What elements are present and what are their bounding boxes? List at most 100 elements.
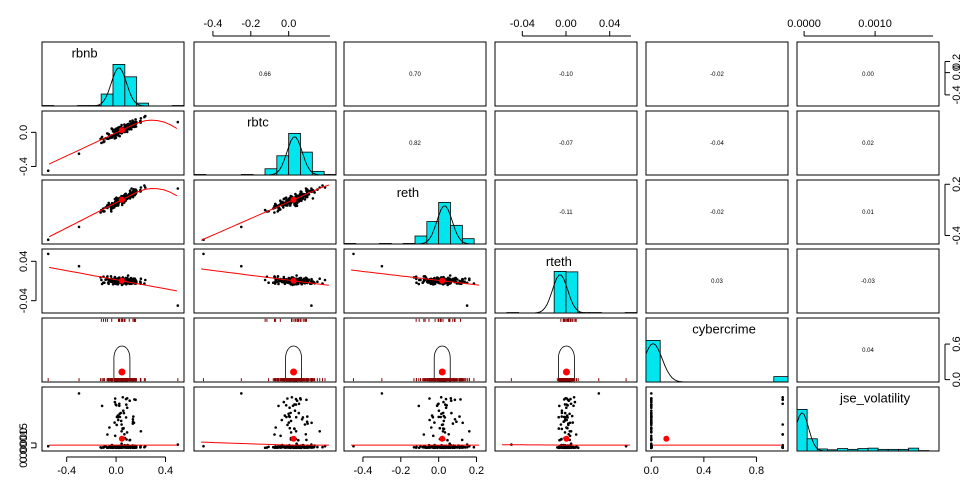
scatter-point [297, 277, 301, 281]
scatter-point [144, 186, 147, 189]
panel-jse_volatility-reth [343, 386, 487, 452]
scatter-point [422, 433, 426, 436]
mean-point [290, 196, 297, 203]
scatter-point [560, 427, 564, 431]
bottom-tick-label: -0.2 [391, 465, 410, 477]
scatter-point [124, 416, 128, 419]
panel-reth-cybercrime [645, 179, 789, 245]
scatter-point [133, 398, 136, 401]
scatter-point [458, 415, 461, 418]
mean-point [290, 435, 297, 442]
scatter-point [120, 123, 123, 127]
mean-point [118, 196, 125, 203]
scatter-point [283, 445, 286, 449]
scatter-point [297, 411, 301, 415]
scatter-point [108, 426, 111, 429]
corr-label-rteth-jse_volatility: -0.03 [861, 279, 875, 285]
scatter-point [131, 446, 135, 449]
scatter-point [564, 446, 567, 449]
scatter-point [460, 278, 464, 281]
scatter-point [120, 442, 123, 446]
panel-jse_volatility-jse_volatility [796, 386, 940, 452]
scatter-point [130, 187, 133, 190]
panel-jse_volatility-cybercrime [645, 386, 789, 452]
panel-jse_volatility-rbtc [193, 386, 337, 452]
scatter-point [128, 120, 132, 123]
bottom-tick-label: 0.8 [749, 465, 764, 477]
scatter-point [451, 446, 454, 449]
scatter-point [289, 445, 293, 449]
scatter-point [425, 280, 429, 283]
scatter-point [273, 202, 277, 206]
scatter-point [125, 130, 129, 134]
scatter-point [282, 400, 286, 404]
bottom-tick-label: 0.0 [108, 465, 123, 477]
scatter-point [139, 277, 143, 281]
hist-bar-rbtc [276, 155, 290, 176]
scatter-point [109, 445, 113, 448]
panel-reth-rteth [494, 179, 638, 245]
scatter-point [283, 414, 287, 417]
scatter-point [565, 418, 568, 422]
scatter-point [650, 400, 653, 404]
scatter-point [566, 426, 569, 430]
scatter-point [77, 392, 81, 395]
scatter-point [558, 404, 561, 408]
scatter-point [46, 238, 50, 241]
scatter-point [781, 396, 784, 399]
scatter-jse_volatility-rteth [502, 392, 630, 450]
panel-rbtc-cybercrime [645, 110, 789, 176]
top-tick-label: 0.0000 [787, 18, 821, 30]
hist-bar-cybercrime [645, 339, 661, 383]
scatter-point [294, 445, 297, 448]
scatter-point [303, 198, 307, 201]
scatter-point [106, 281, 110, 284]
scatter-point [116, 415, 120, 419]
scatter-jse_volatility-rbtc [201, 392, 329, 450]
scatter-point [139, 186, 143, 189]
corr-label-reth-jse_volatility: 0.01 [862, 210, 874, 216]
var-label-reth: reth [397, 185, 419, 200]
scatter-point [106, 275, 109, 278]
scatter-point [100, 282, 104, 286]
scatter-point [104, 445, 107, 448]
scatter-point [131, 120, 135, 123]
scatter-point [279, 208, 282, 211]
lowess-line [201, 441, 329, 446]
scatter-point [318, 277, 322, 281]
corr-label-rbnb-jse_volatility: 0.00 [862, 72, 874, 78]
corr-label-rbtc-rteth: -0.07 [559, 141, 573, 147]
scatter-point [781, 402, 784, 406]
scatter-point [288, 406, 291, 410]
scatter-point [437, 402, 440, 406]
scatter-point [565, 403, 568, 406]
hist-bar-jse_volatility [796, 408, 808, 452]
scatter-point [277, 404, 280, 408]
scatter-point [468, 430, 471, 433]
scatter-point [113, 206, 116, 209]
scatter-point [567, 399, 571, 403]
scatter-point [288, 426, 292, 430]
scatter-point [120, 430, 123, 433]
scatter-point [144, 278, 147, 282]
scatter-point [116, 197, 119, 200]
scatter-point [441, 423, 445, 426]
scatter-point [431, 415, 435, 419]
scatter-point [566, 416, 569, 419]
scatter-point [100, 278, 103, 282]
scatter-point [432, 434, 435, 438]
scatter-point [305, 420, 309, 424]
scatter-point [297, 282, 300, 286]
scatter-point [310, 446, 313, 449]
scatter-point [316, 280, 319, 284]
scatter-point [109, 208, 113, 211]
scatter-point [128, 399, 131, 403]
scatter-point [116, 281, 119, 285]
scatter-point [114, 129, 118, 132]
scatter-point [454, 276, 458, 280]
scatter-point [118, 402, 121, 406]
scatter-point [128, 278, 131, 282]
scatter-point [571, 421, 574, 424]
scatter-point [597, 392, 601, 395]
scatter-point [297, 446, 301, 450]
